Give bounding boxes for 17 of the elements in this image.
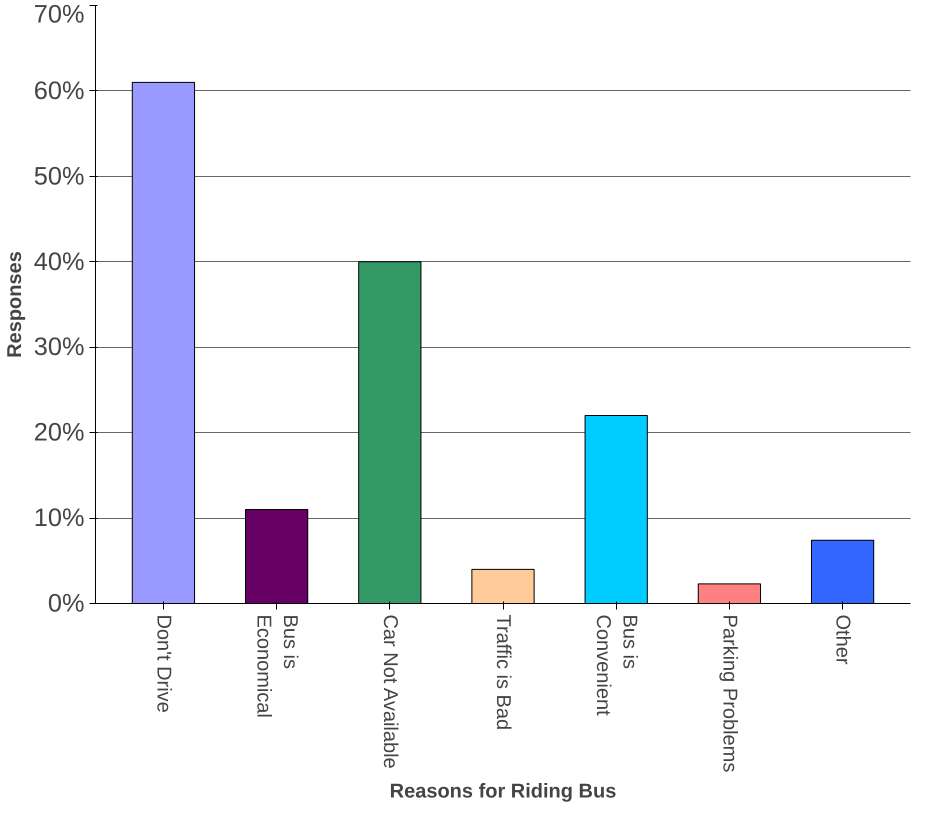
x-tick-label: Parking Problems [718, 614, 740, 772]
x-axis-title: Reasons for Riding Bus [390, 780, 616, 802]
x-tick-label: Other [832, 614, 854, 665]
x-tick-label: Don't Drive [152, 614, 174, 713]
y-tick-label: 10% [34, 504, 85, 532]
x-tick-label: Car Not Available [378, 614, 401, 769]
y-tick-label: 40% [34, 248, 85, 276]
y-tick-label: 0% [48, 590, 84, 618]
y-tick-label: 60% [34, 76, 85, 105]
x-tick-label: Traffic is Bad [492, 614, 514, 730]
x-tick-label: Bus is Convenient [592, 614, 640, 716]
y-tick-label: 70% [34, 0, 85, 28]
y-tick-label: 30% [34, 333, 85, 362]
y-tick-label: 50% [34, 162, 85, 190]
y-tick-label: 20% [34, 418, 85, 447]
x-tick-label: Bus is Economical [252, 614, 301, 718]
y-axis-title: Responses [4, 251, 26, 358]
